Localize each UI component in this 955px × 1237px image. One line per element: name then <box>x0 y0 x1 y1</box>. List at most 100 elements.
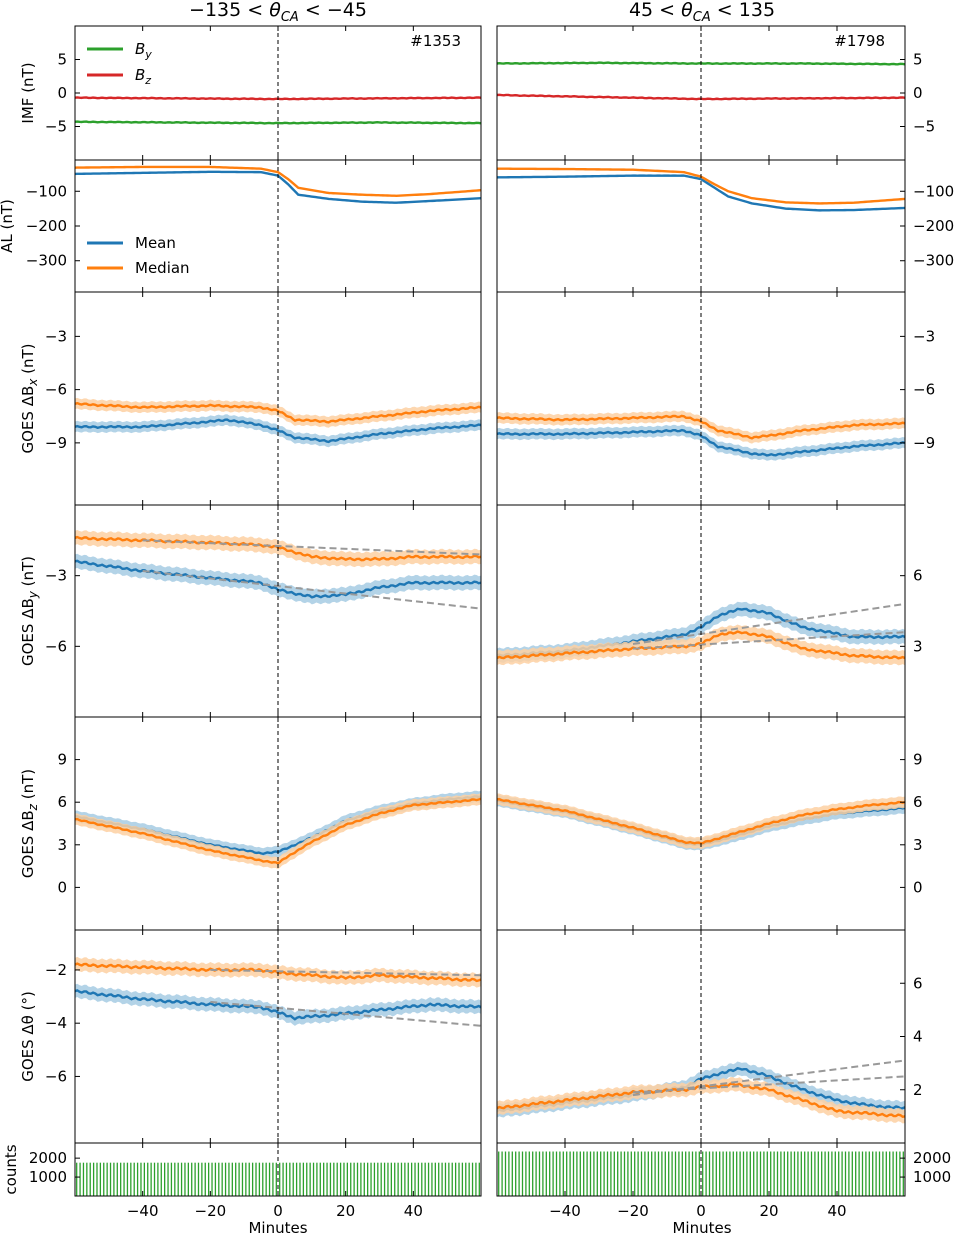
panel-al-right: −100 −200 −300 <box>496 159 954 293</box>
y-tick-label: 5 <box>913 51 923 69</box>
y-tick-label: −4 <box>45 1014 67 1032</box>
panel-imf-right: −5 0 5 #1798 <box>496 25 935 161</box>
x-tick-label: −40 <box>127 1202 159 1220</box>
y-tick-label: −2 <box>45 961 67 979</box>
x-tick-label: −40 <box>549 1202 581 1220</box>
legend-label-bz: Bz <box>135 66 151 87</box>
legend-label-mean: Mean <box>135 234 176 252</box>
y-tick-label: −200 <box>26 217 67 235</box>
event-count-label: #1353 <box>410 32 461 50</box>
title-subscript: CA <box>693 10 711 25</box>
y-tick-label: 1000 <box>29 1168 67 1186</box>
panel-gtheta-right: 6 4 2 <box>496 929 923 1144</box>
y-tick-label: −6 <box>45 381 67 399</box>
panel-plot-region <box>76 1162 480 1196</box>
y-tick-label: 3 <box>913 836 923 854</box>
series-line-median <box>75 401 481 424</box>
x-tick-label: −20 <box>195 1202 227 1220</box>
y-tick-label: −3 <box>45 327 67 345</box>
trend-line <box>210 968 481 977</box>
trend-line <box>632 1075 905 1094</box>
series-line-median <box>75 797 481 865</box>
y-tick-label: −300 <box>26 252 67 270</box>
title-range-start: −135 < <box>189 0 269 21</box>
trend-line <box>632 631 905 650</box>
panel-plot-region <box>498 1151 904 1196</box>
y-tick-label: 0 <box>57 84 67 102</box>
y-label-main: GOES ΔB <box>19 386 37 454</box>
y-tick-label: −6 <box>45 1067 67 1085</box>
y-label-main: GOES ΔB <box>19 810 37 878</box>
column-title-left: −135 < θCA < −45 <box>189 0 367 25</box>
y-axis-label-imf: IMF (nT) <box>19 62 37 123</box>
y-label-unit: (nT) <box>19 343 37 378</box>
series-line-by <box>75 120 481 125</box>
y-tick-label: −9 <box>913 434 935 452</box>
panel-gbz-right: 0 3 6 9 <box>496 716 923 931</box>
y-tick-label: 2000 <box>913 1149 951 1167</box>
y-label-main: GOES ΔB <box>19 598 37 666</box>
y-tick-label: 3 <box>913 637 923 655</box>
series-band-mean <box>75 553 481 605</box>
x-tick-label: 20 <box>336 1202 355 1220</box>
panel-al-left: −100 −200 −300 <box>26 159 482 293</box>
panel-imf-left: −5 0 5 #1353 <box>45 25 482 161</box>
y-tick-label: −3 <box>45 567 67 585</box>
panel-gby-left: −3 −6 <box>45 504 482 718</box>
y-tick-label: 5 <box>57 51 67 69</box>
title-theta-symbol: θ <box>681 0 693 21</box>
y-tick-label: −3 <box>913 327 935 345</box>
series-line-median <box>75 165 481 197</box>
panel-gby-right: 63 <box>496 504 923 718</box>
series-line-mean <box>497 174 905 212</box>
y-label-unit: (nT) <box>19 556 37 591</box>
y-axis-label-gtheta: GOES Δθ (°) <box>19 991 37 1082</box>
legend-label-sub: z <box>144 74 151 87</box>
panel-plot-region <box>497 410 905 461</box>
title-range-end: < −45 <box>299 0 367 21</box>
trend-line <box>210 1000 481 1027</box>
panel-gbx-left: −3 −6 −9 <box>45 291 482 506</box>
y-tick-label: −300 <box>913 252 954 270</box>
legend-label-by: By <box>135 40 152 61</box>
y-axis-label-gbx: GOES ΔBx (nT) <box>19 343 40 453</box>
series-line-mean <box>75 170 481 204</box>
legend-label-main: B <box>135 40 145 58</box>
y-tick-label: 0 <box>57 878 67 896</box>
series-line-median <box>497 797 905 845</box>
x-tick-label: 20 <box>759 1202 778 1220</box>
y-tick-label: 6 <box>913 974 923 992</box>
y-label-sub: x <box>26 378 40 387</box>
column-title-right: 45 < θCA < 135 <box>629 0 775 25</box>
trend-line <box>142 569 481 610</box>
panel-gbx-right: −3 −6 −9 <box>496 291 935 506</box>
title-theta-symbol: θ <box>269 0 281 21</box>
y-axis-label-counts: counts <box>2 1144 20 1194</box>
x-tick-label: 40 <box>404 1202 423 1220</box>
y-tick-label: 6 <box>913 793 923 811</box>
y-tick-label: 9 <box>57 751 67 769</box>
title-range-start: 45 < <box>629 0 681 21</box>
y-tick-label: 0 <box>913 878 923 896</box>
y-label-sub: z <box>26 803 40 811</box>
x-tick-label: 0 <box>696 1202 706 1220</box>
y-axis-label-al: AL (nT) <box>0 199 16 253</box>
y-tick-label: 3 <box>57 836 67 854</box>
event-count-label: #1798 <box>834 32 885 50</box>
y-tick-label: −100 <box>26 182 67 200</box>
panel-gtheta-left: −2 −4 −6 <box>45 929 482 1144</box>
y-tick-label: 6 <box>913 567 923 585</box>
series-band-mean <box>75 983 481 1026</box>
y-label-sub: y <box>26 590 40 599</box>
x-axis-label-right: Minutes <box>672 1219 731 1237</box>
trend-line <box>632 602 905 645</box>
series-band-mean <box>497 1061 905 1118</box>
series-line-mean <box>75 989 481 1021</box>
legend-label-sub: y <box>144 48 152 61</box>
y-tick-label: −5 <box>45 118 67 136</box>
x-tick-label: −20 <box>617 1202 649 1220</box>
y-tick-label: −6 <box>913 381 935 399</box>
y-tick-label: 4 <box>913 1028 923 1046</box>
